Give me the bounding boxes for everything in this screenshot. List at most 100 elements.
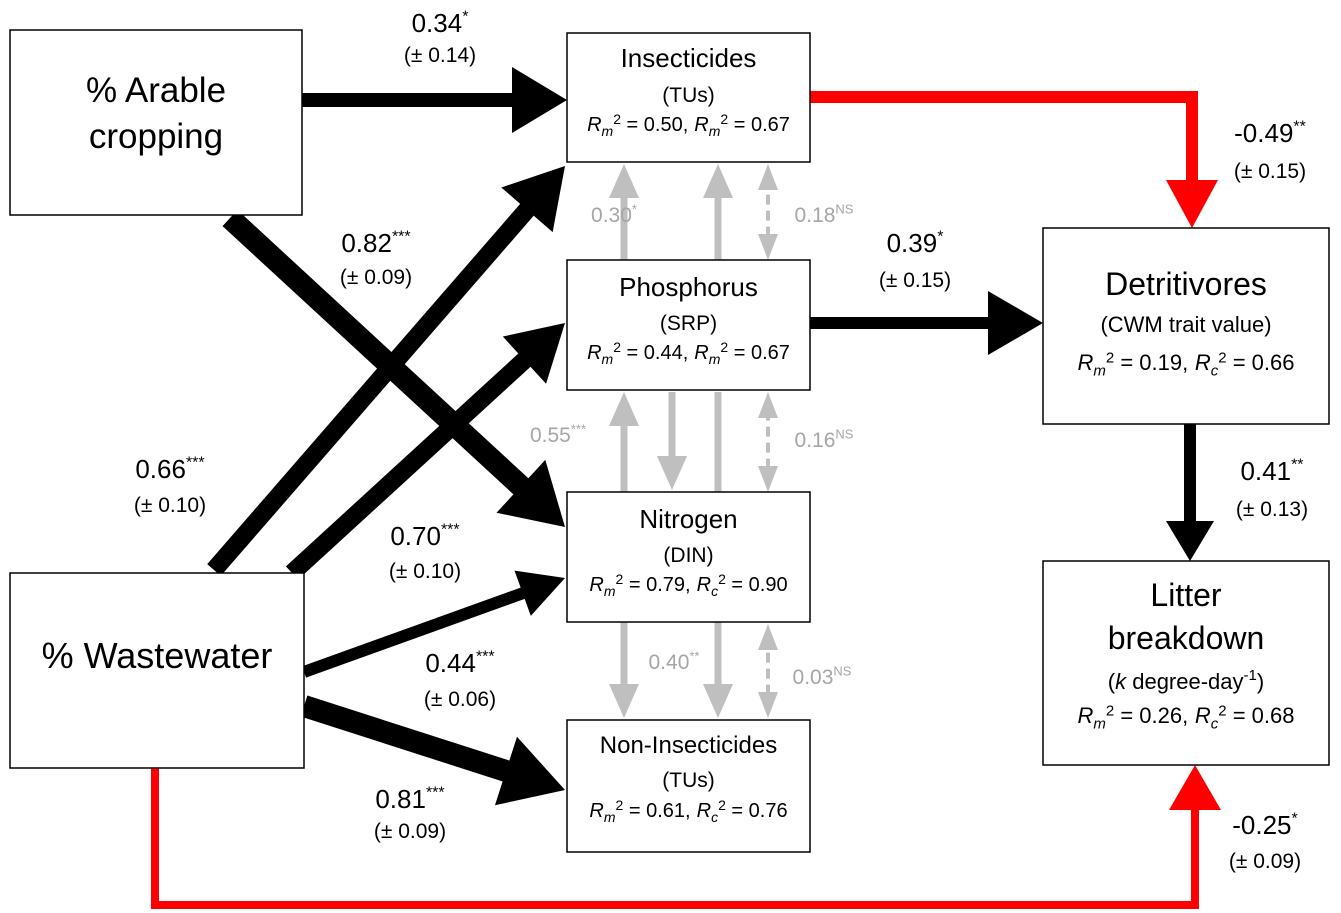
coefficient: 0.16 bbox=[795, 429, 836, 452]
arrow-head bbox=[703, 684, 733, 718]
significance: *** bbox=[392, 229, 411, 246]
arrow-head bbox=[758, 164, 778, 190]
node-label: (TUs) bbox=[662, 84, 714, 107]
edge-standard-error: (± 0.15) bbox=[879, 269, 951, 292]
significance: *** bbox=[571, 422, 586, 437]
coefficient: 0.18 bbox=[795, 204, 836, 227]
stat-value: = 0.26, bbox=[1114, 703, 1188, 728]
correlation-coefficient: 0.18NS bbox=[795, 202, 854, 227]
coefficient: 0.44 bbox=[425, 648, 476, 678]
node-label: (SRP) bbox=[660, 312, 717, 335]
node-label: cropping bbox=[89, 117, 223, 156]
node-stats: Rm2 = 0.19, Rc2 = 0.66 bbox=[1078, 349, 1295, 379]
stat-symbol: R bbox=[694, 342, 708, 364]
node-label: Insecticides bbox=[621, 43, 757, 73]
stat-symbol: R bbox=[697, 574, 711, 596]
stat-superscript: 2 bbox=[1106, 349, 1114, 366]
edge-coefficient: 0.41** bbox=[1240, 456, 1303, 486]
coefficient: 0.40 bbox=[649, 651, 690, 674]
edge-coefficient: 0.81*** bbox=[375, 784, 444, 814]
stat-symbol: R bbox=[1195, 703, 1211, 728]
significance: ** bbox=[689, 649, 699, 664]
stat-symbol: R bbox=[1078, 350, 1094, 375]
node-box bbox=[9, 572, 305, 769]
edge-coefficient: 0.82*** bbox=[341, 228, 410, 258]
stat-superscript: 2 bbox=[1218, 702, 1226, 719]
edge-standard-error: (± 0.09) bbox=[374, 820, 446, 843]
edge-standard-error: (± 0.10) bbox=[134, 494, 206, 517]
correlation-coefficient: 0.30* bbox=[591, 202, 637, 227]
node-label: (CWM trait value) bbox=[1100, 312, 1271, 337]
stat-subscript: c bbox=[1211, 363, 1219, 380]
stat-subscript: m bbox=[604, 809, 616, 825]
edge-coefficient: 0.34* bbox=[412, 8, 469, 38]
node-label: Detritivores bbox=[1105, 266, 1267, 302]
coefficient: 0.30 bbox=[591, 204, 632, 227]
edge-coefficient: 0.66*** bbox=[135, 454, 204, 484]
stat-superscript: 2 bbox=[616, 571, 624, 587]
arrow-head bbox=[501, 166, 565, 233]
arrow-line bbox=[301, 586, 529, 678]
node-box bbox=[9, 29, 303, 216]
edge-coefficient: -0.49** bbox=[1234, 118, 1306, 148]
node-label: Nitrogen bbox=[639, 504, 737, 534]
stat-subscript: m bbox=[709, 351, 721, 367]
node-box bbox=[566, 719, 811, 853]
stat-subscript: m bbox=[602, 123, 614, 139]
stat-value: = 0.61, bbox=[623, 800, 690, 822]
stat-superscript: 2 bbox=[720, 111, 728, 127]
stat-subscript: m bbox=[604, 583, 616, 599]
node-stats: Rm2 = 0.50, Rm2 = 0.67 bbox=[587, 111, 790, 139]
stat-value: = 0.67 bbox=[728, 114, 790, 136]
arrow-head bbox=[494, 736, 565, 806]
stat-value: = 0.67 bbox=[728, 342, 790, 364]
significance: * bbox=[1292, 811, 1298, 828]
node-box bbox=[566, 32, 811, 163]
edge-coefficient: 0.44*** bbox=[425, 648, 494, 678]
node-label: % Wastewater bbox=[42, 635, 273, 676]
unit-text: ( bbox=[1108, 669, 1116, 694]
coefficient: 0.66 bbox=[135, 454, 186, 484]
significance: * bbox=[937, 229, 943, 246]
stat-superscript: 2 bbox=[718, 797, 726, 813]
node-box bbox=[1042, 227, 1330, 425]
stat-symbol: R bbox=[587, 342, 601, 364]
coefficient: 0.55 bbox=[530, 424, 571, 447]
stat-symbol: R bbox=[694, 114, 708, 136]
edge-standard-error: (± 0.09) bbox=[1229, 850, 1301, 873]
edge-standard-error: (± 0.14) bbox=[404, 44, 476, 67]
coefficient: 0.34 bbox=[412, 8, 463, 38]
coefficient: -0.25 bbox=[1232, 810, 1291, 840]
coefficient: 0.41 bbox=[1240, 456, 1291, 486]
stat-symbol: R bbox=[589, 574, 603, 596]
node-label: Litter bbox=[1150, 577, 1221, 613]
stat-symbol: R bbox=[589, 800, 603, 822]
stat-subscript: m bbox=[1093, 363, 1106, 380]
stat-subscript: c bbox=[1211, 716, 1219, 733]
stat-subscript: c bbox=[711, 583, 718, 599]
arrow-line bbox=[151, 768, 1199, 909]
node-stats: Rm2 = 0.61, Rc2 = 0.76 bbox=[589, 797, 787, 825]
stat-superscript: 2 bbox=[613, 339, 621, 355]
coefficient: 0.81 bbox=[375, 784, 426, 814]
arrow-head bbox=[758, 392, 778, 418]
stat-value: = 0.76 bbox=[726, 800, 788, 822]
node-stats: Rm2 = 0.79, Rc2 = 0.90 bbox=[589, 571, 787, 599]
arrow-head bbox=[512, 67, 567, 133]
stat-superscript: 2 bbox=[720, 339, 728, 355]
arrow-head bbox=[758, 466, 778, 492]
node-label: Non-Insecticides bbox=[600, 732, 777, 759]
significance: *** bbox=[426, 785, 445, 802]
correlation-coefficient: 0.03NS bbox=[793, 664, 852, 689]
edge-coefficient: 0.39* bbox=[887, 228, 944, 258]
coefficient: 0.03 bbox=[793, 666, 834, 689]
stat-subscript: m bbox=[1093, 716, 1106, 733]
stat-symbol: R bbox=[1195, 350, 1211, 375]
arrow-head bbox=[496, 459, 565, 527]
correlation-coefficient: 0.16NS bbox=[795, 427, 854, 452]
correlation-coefficient: 0.55*** bbox=[530, 422, 586, 447]
arrow-head bbox=[1166, 180, 1218, 228]
stat-value: = 0.19, bbox=[1114, 350, 1188, 375]
arrow-line bbox=[222, 209, 533, 499]
